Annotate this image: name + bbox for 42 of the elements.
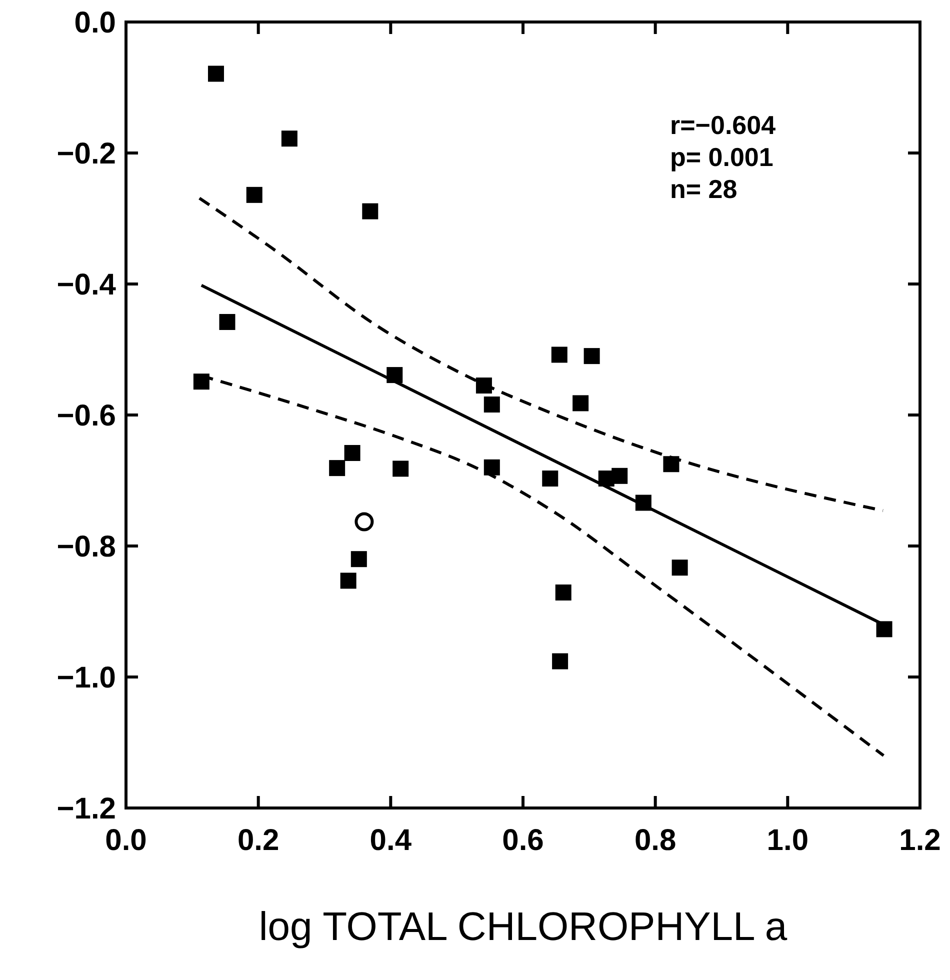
point [281,130,298,147]
y-tick-label: −0.4 [56,268,116,302]
point [552,653,568,670]
y-tick-label: −0.8 [56,530,116,564]
annotation: n= 28 [670,174,738,204]
point [246,186,262,203]
x-tick-label: 0.0 [105,824,147,857]
y-tick-label: −1.0 [56,662,116,694]
point [208,66,224,82]
point [219,314,236,330]
y-tick-label: −1.2 [56,792,116,826]
point [484,459,500,476]
x-tick-label: 0.6 [502,824,544,857]
point [584,348,600,364]
point [329,460,346,476]
point [555,584,572,601]
y-tick-label: 0.0 [74,6,116,40]
point [612,468,628,484]
point [340,572,356,589]
annotation: r=−0.604 [670,110,776,140]
y-tick-label: −0.6 [56,400,116,432]
x-tick-label: 1.0 [766,824,809,857]
point [876,621,892,638]
point [572,395,589,412]
point [354,512,374,532]
point [362,203,378,220]
line-series [198,196,884,512]
point [350,551,367,568]
point [484,396,500,413]
x-tick-label: 1.2 [899,824,941,857]
point [392,460,409,477]
point [551,346,568,363]
point [672,560,688,576]
point [344,444,360,461]
annotation: p= 0.001 [670,142,774,172]
x-tick-label: 0.2 [237,824,280,857]
x-tick-label: 0.4 [370,824,412,857]
point [542,470,558,487]
x-tick-label: 0.8 [634,824,676,857]
y-tick-label: −0.2 [56,138,116,170]
x-axis-title: log TOTAL CHLOROPHYLL a [258,905,788,949]
point [193,374,210,390]
